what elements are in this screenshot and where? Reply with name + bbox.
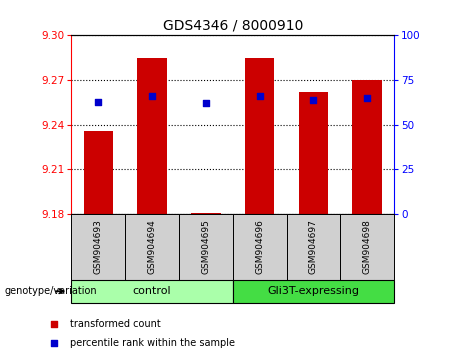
Bar — [179, 214, 233, 280]
Bar — [287, 214, 340, 280]
Text: Gli3T-expressing: Gli3T-expressing — [267, 286, 360, 296]
Text: GSM904698: GSM904698 — [363, 219, 372, 274]
Text: GSM904693: GSM904693 — [94, 219, 103, 274]
Title: GDS4346 / 8000910: GDS4346 / 8000910 — [163, 19, 303, 33]
Bar — [245, 58, 274, 214]
Point — [148, 93, 156, 99]
Bar — [71, 280, 233, 303]
Bar — [353, 80, 382, 214]
Text: transformed count: transformed count — [71, 319, 161, 329]
Point — [364, 95, 371, 101]
Point — [202, 101, 210, 106]
Text: genotype/variation: genotype/variation — [5, 286, 97, 296]
Bar — [299, 92, 328, 214]
Bar — [340, 214, 394, 280]
Text: GSM904697: GSM904697 — [309, 219, 318, 274]
Point — [256, 93, 263, 99]
Text: GSM904694: GSM904694 — [148, 219, 157, 274]
Bar — [233, 280, 394, 303]
Text: control: control — [133, 286, 171, 296]
Text: percentile rank within the sample: percentile rank within the sample — [71, 338, 236, 348]
Bar — [125, 214, 179, 280]
Bar — [233, 214, 287, 280]
Text: GSM904696: GSM904696 — [255, 219, 264, 274]
Text: GSM904695: GSM904695 — [201, 219, 210, 274]
Point — [51, 321, 58, 327]
Point — [95, 99, 102, 104]
Bar — [191, 213, 221, 214]
Bar — [83, 131, 113, 214]
Bar — [137, 58, 167, 214]
Point — [51, 341, 58, 346]
Point — [310, 97, 317, 103]
Bar — [71, 214, 125, 280]
